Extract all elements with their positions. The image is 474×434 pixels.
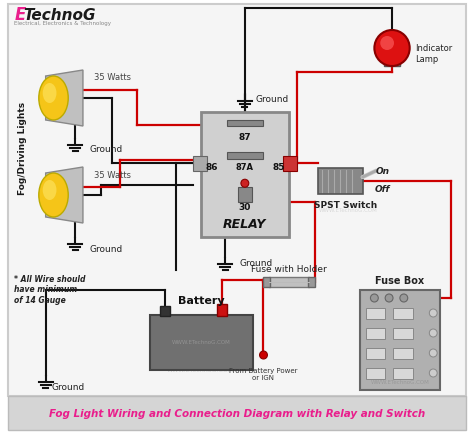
Text: From Battery Power
or IGN: From Battery Power or IGN	[229, 368, 298, 381]
Polygon shape	[46, 167, 83, 223]
Bar	[393, 308, 413, 319]
Text: Indicator
Lamp: Indicator Lamp	[416, 44, 453, 64]
Bar	[360, 290, 440, 390]
Circle shape	[371, 294, 378, 302]
Bar	[269, 277, 309, 287]
Bar	[264, 277, 270, 287]
Text: * All Wire should
have minimum
of 14 Gauge: * All Wire should have minimum of 14 Gau…	[14, 275, 86, 305]
Text: 85: 85	[272, 163, 285, 172]
Text: Battery: Battery	[178, 296, 225, 306]
Text: Ground: Ground	[90, 145, 123, 155]
Circle shape	[429, 329, 437, 337]
Text: On: On	[375, 168, 389, 177]
Circle shape	[385, 294, 393, 302]
Text: Fog/Driving Lights: Fog/Driving Lights	[18, 102, 27, 194]
Text: 86: 86	[205, 163, 218, 172]
Text: WWW.ETechnoG.COM: WWW.ETechnoG.COM	[319, 207, 377, 213]
Bar	[238, 187, 252, 202]
Text: Ground: Ground	[52, 384, 85, 392]
Text: Ground: Ground	[255, 95, 289, 105]
Text: WWW.ETechnoG.COM: WWW.ETechnoG.COM	[172, 340, 230, 345]
Ellipse shape	[39, 76, 68, 120]
Text: Off: Off	[374, 185, 390, 194]
Bar	[9, 396, 465, 430]
Text: Ground: Ground	[90, 244, 123, 253]
Text: SPST Switch: SPST Switch	[314, 201, 377, 210]
Bar	[308, 277, 315, 287]
Bar	[365, 348, 385, 359]
Text: Fog Light Wiring and Connection Diagram with Relay and Switch: Fog Light Wiring and Connection Diagram …	[49, 409, 425, 419]
Text: Ground: Ground	[240, 259, 273, 267]
Text: WWW.ETechnoG.COM: WWW.ETechnoG.COM	[371, 379, 429, 385]
Text: TechnoG: TechnoG	[23, 7, 96, 23]
Bar	[150, 315, 253, 370]
Ellipse shape	[39, 173, 68, 217]
Bar	[393, 348, 413, 359]
Circle shape	[400, 294, 408, 302]
Text: E: E	[14, 6, 26, 24]
Circle shape	[429, 309, 437, 317]
Circle shape	[374, 30, 410, 66]
Text: Electrical, Electronics & Technology: Electrical, Electronics & Technology	[14, 22, 111, 26]
Text: 87: 87	[238, 132, 251, 141]
Polygon shape	[46, 70, 83, 126]
Bar	[384, 48, 400, 66]
Text: 30: 30	[239, 203, 251, 211]
Circle shape	[429, 369, 437, 377]
Bar	[393, 368, 413, 379]
Bar	[193, 156, 207, 171]
Text: 35 Watts: 35 Watts	[94, 73, 131, 82]
Bar	[365, 308, 385, 319]
Text: Fuse with Holder: Fuse with Holder	[251, 266, 327, 274]
Bar	[217, 304, 227, 316]
Bar	[227, 119, 263, 126]
Circle shape	[380, 36, 394, 50]
Text: 87A: 87A	[236, 163, 254, 172]
Circle shape	[260, 351, 267, 359]
Text: 35 Watts: 35 Watts	[94, 171, 131, 180]
Bar	[227, 152, 263, 159]
Text: Fuse Box: Fuse Box	[375, 276, 424, 286]
Bar	[365, 368, 385, 379]
Bar	[319, 168, 363, 194]
Ellipse shape	[43, 83, 56, 103]
Ellipse shape	[43, 180, 56, 200]
Bar	[160, 306, 170, 316]
Bar	[283, 156, 297, 171]
Text: RELAY: RELAY	[223, 218, 266, 231]
Text: WWW.ETechnoG.COM: WWW.ETechnoG.COM	[167, 368, 234, 372]
Circle shape	[241, 179, 249, 187]
Bar	[365, 328, 385, 339]
Circle shape	[429, 349, 437, 357]
Bar	[393, 328, 413, 339]
Bar	[201, 112, 289, 237]
